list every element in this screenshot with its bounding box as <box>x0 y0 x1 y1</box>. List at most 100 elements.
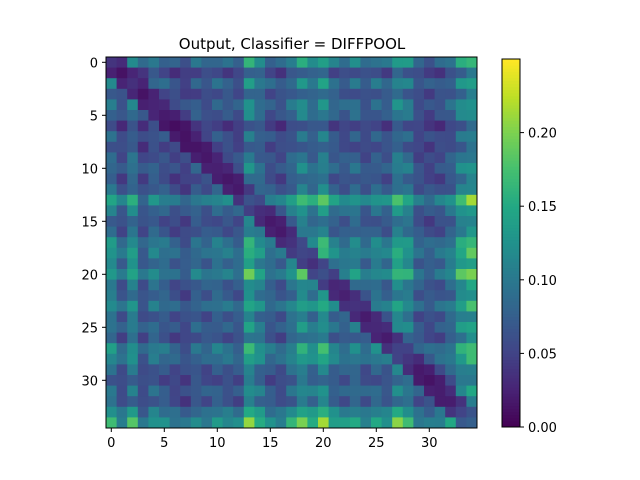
heatmap-cell <box>106 269 117 280</box>
heatmap-cell <box>148 57 160 68</box>
heatmap-cell <box>222 364 234 376</box>
heatmap-cell <box>424 343 435 355</box>
colorbar-segment <box>502 374 520 379</box>
heatmap-cell <box>360 311 372 323</box>
heatmap-cell <box>307 290 319 302</box>
heatmap-cell <box>371 364 382 376</box>
heatmap-cell <box>148 311 160 323</box>
heatmap-cell <box>275 364 287 376</box>
heatmap-cell <box>424 364 435 376</box>
y-tick-label: 0 <box>90 56 98 71</box>
heatmap-cell <box>148 322 160 333</box>
heatmap-cell <box>371 78 382 90</box>
heatmap-cell <box>222 385 234 397</box>
heatmap-cell <box>424 322 435 333</box>
heatmap-cell <box>222 311 234 323</box>
colorbar-segment <box>502 301 520 305</box>
heatmap-cell <box>318 364 329 376</box>
heatmap-cell <box>360 385 372 397</box>
heatmap-cell <box>106 364 117 376</box>
heatmap-cell <box>254 88 266 100</box>
heatmap-cell <box>106 226 117 238</box>
heatmap-cell <box>212 88 223 100</box>
heatmap-cell <box>455 216 467 227</box>
colorbar-segment <box>502 184 520 189</box>
heatmap-cell <box>190 141 202 153</box>
heatmap-cell <box>349 110 361 121</box>
heatmap-cell <box>148 152 160 164</box>
heatmap-cell <box>296 226 308 238</box>
heatmap-cell <box>413 226 425 238</box>
heatmap-cell <box>286 205 298 217</box>
heatmap-cell <box>466 120 478 132</box>
colorbar-segment <box>502 362 520 367</box>
y-tick-label: 20 <box>81 268 98 283</box>
colorbar-segment <box>502 310 520 315</box>
heatmap-cell <box>318 406 329 418</box>
heatmap-cell <box>180 269 192 280</box>
heatmap-cell <box>233 152 245 164</box>
heatmap-cell <box>180 226 192 238</box>
colorbar-segment <box>502 129 520 134</box>
heatmap-cell <box>392 57 404 68</box>
colorbar-segment <box>502 387 520 391</box>
heatmap-cell <box>116 152 128 164</box>
heatmap-cell <box>222 322 234 333</box>
heatmap-cell <box>339 131 351 143</box>
heatmap-cell <box>127 152 139 164</box>
heatmap-cell <box>169 311 181 323</box>
heatmap-cell <box>339 332 351 344</box>
colorbar-segment <box>502 80 520 85</box>
heatmap-cell <box>190 173 202 185</box>
heatmap-cell <box>275 78 287 90</box>
y-tick-label: 25 <box>81 321 98 336</box>
heatmap-cell <box>222 194 234 206</box>
colorbar-segment <box>502 393 520 397</box>
heatmap-cell <box>254 290 266 302</box>
heatmap-cell <box>434 67 446 79</box>
heatmap-cell <box>148 184 160 196</box>
heatmap-cell <box>455 131 467 143</box>
heatmap-cell <box>434 417 446 429</box>
heatmap-cell <box>180 110 192 121</box>
heatmap-cell <box>233 406 245 418</box>
heatmap-cell <box>339 385 351 397</box>
heatmap-cell <box>339 279 351 291</box>
heatmap-cell <box>127 353 139 365</box>
colorbar-segment <box>502 95 520 100</box>
heatmap-cell <box>127 247 139 259</box>
heatmap-cell <box>201 173 213 185</box>
heatmap-cell <box>466 141 478 153</box>
heatmap-cell <box>148 258 160 270</box>
heatmap-cell <box>190 417 202 429</box>
heatmap-cell <box>254 99 266 111</box>
x-tick-label: 15 <box>262 436 279 451</box>
heatmap-cell <box>137 247 149 259</box>
heatmap-cell <box>190 110 202 121</box>
heatmap-cell <box>328 269 340 280</box>
heatmap-cell <box>339 396 351 408</box>
heatmap-cell <box>106 332 117 344</box>
heatmap-cell <box>190 131 202 143</box>
heatmap-cell <box>455 385 467 397</box>
heatmap-cell <box>190 163 202 174</box>
heatmap-cell <box>455 152 467 164</box>
heatmap-cell <box>201 343 213 355</box>
heatmap-cell <box>392 300 404 312</box>
heatmap-cell <box>296 417 308 429</box>
heatmap-cell <box>339 120 351 132</box>
heatmap-cell <box>413 99 425 111</box>
heatmap-cell <box>286 311 298 323</box>
heatmap-cell <box>243 78 255 90</box>
heatmap-cell <box>212 99 223 111</box>
heatmap-cell <box>254 163 266 174</box>
heatmap-cell <box>318 67 329 79</box>
heatmap-cell <box>169 78 181 90</box>
heatmap-cell <box>169 417 181 429</box>
heatmap-cell <box>222 141 234 153</box>
heatmap-cell <box>159 332 170 344</box>
heatmap-cell <box>392 141 404 153</box>
heatmap-cell <box>307 364 319 376</box>
heatmap-cell <box>243 216 255 227</box>
heatmap-cell <box>275 173 287 185</box>
